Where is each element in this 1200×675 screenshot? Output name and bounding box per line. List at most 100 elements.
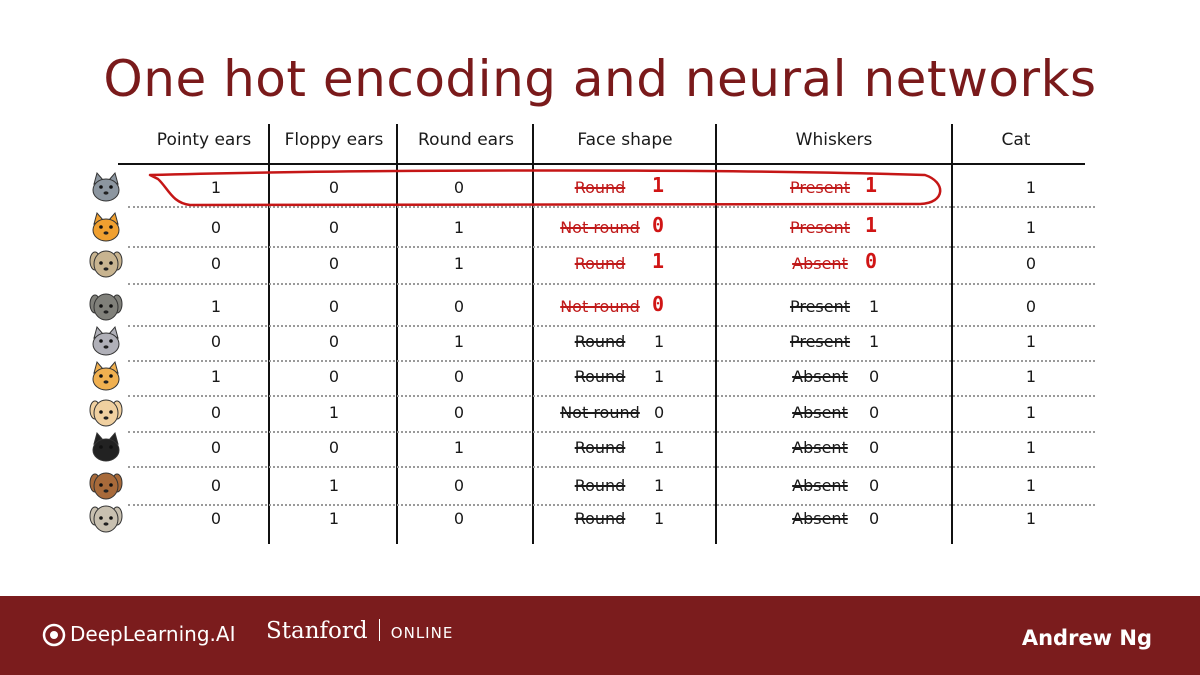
whiskers-encoding: 1 <box>869 332 880 351</box>
header-floppy-ears: Floppy ears <box>284 130 384 150</box>
pointy-ears-value: 1 <box>210 297 222 316</box>
whiskers-value: Present <box>789 297 851 316</box>
cat-label-value: 1 <box>1025 509 1037 528</box>
face-shape-encoding: 1 <box>652 249 665 273</box>
face-shape-value: Round <box>574 332 626 351</box>
column-divider <box>715 124 717 544</box>
deeplearning-logo: DeepLearning.AI <box>42 622 272 648</box>
cat-label-value: 1 <box>1025 178 1037 197</box>
whiskers-value: Absent <box>792 367 848 386</box>
footer-bar: DeepLearning.AI Stanford ONLINE Andrew N… <box>0 596 1200 675</box>
face-shape-encoding: 0 <box>654 403 665 422</box>
floppy-ears-value: 0 <box>328 367 340 386</box>
cat-label-value: 1 <box>1025 438 1037 457</box>
floppy-ears-value: 1 <box>328 476 340 495</box>
face-shape-value: Not round <box>560 218 640 237</box>
round-ears-value: 0 <box>453 178 465 197</box>
whiskers-encoding: 0 <box>869 403 880 422</box>
pointy-ears-value: 0 <box>210 403 222 422</box>
whiskers-encoding: 1 <box>865 173 878 197</box>
whiskers-value: Present <box>789 178 851 197</box>
column-divider <box>396 124 398 544</box>
cat-icon <box>92 325 120 356</box>
dog-icon <box>89 399 123 427</box>
face-shape-encoding: 0 <box>652 213 665 237</box>
cat-label-value: 1 <box>1025 476 1037 495</box>
floppy-ears-value: 0 <box>328 254 340 273</box>
cat-icon <box>92 431 120 462</box>
row-separator <box>128 283 1095 285</box>
whiskers-value: Absent <box>792 476 848 495</box>
face-shape-encoding: 1 <box>652 173 665 197</box>
deeplearning-logo-icon <box>42 623 66 647</box>
cat-label-value: 1 <box>1025 332 1037 351</box>
face-shape-value: Round <box>574 476 626 495</box>
floppy-ears-value: 1 <box>328 509 340 528</box>
face-shape-encoding: 1 <box>654 509 665 528</box>
round-ears-value: 0 <box>453 509 465 528</box>
pointy-ears-value: 0 <box>210 438 222 457</box>
header-whiskers: Whiskers <box>795 130 873 150</box>
row-separator <box>128 360 1095 362</box>
pointy-ears-value: 0 <box>210 332 222 351</box>
whiskers-value: Present <box>789 218 851 237</box>
whiskers-encoding: 0 <box>869 509 880 528</box>
face-shape-encoding: 1 <box>654 438 665 457</box>
pointy-ears-value: 0 <box>210 476 222 495</box>
whiskers-encoding: 0 <box>869 476 880 495</box>
pointy-ears-value: 0 <box>210 509 222 528</box>
face-shape-value: Not round <box>560 403 640 422</box>
header-cat: Cat <box>1001 130 1031 150</box>
stanford-online-logo: Stanford ONLINE <box>266 618 453 644</box>
cat-label-value: 1 <box>1025 218 1037 237</box>
face-shape-encoding: 1 <box>654 332 665 351</box>
cat-icon <box>92 171 120 202</box>
column-divider <box>951 124 953 544</box>
dog-icon <box>89 505 123 533</box>
row-separator <box>128 395 1095 397</box>
column-divider <box>532 124 534 544</box>
pointy-ears-value: 0 <box>210 254 222 273</box>
floppy-ears-value: 0 <box>328 178 340 197</box>
slide-title: One hot encoding and neural networks <box>103 50 1097 108</box>
row-separator <box>128 466 1095 468</box>
pointy-ears-value: 0 <box>210 218 222 237</box>
round-ears-value: 0 <box>453 297 465 316</box>
cat-icon <box>92 211 120 242</box>
row-separator <box>128 206 1095 208</box>
face-shape-value: Round <box>574 178 626 197</box>
floppy-ears-value: 0 <box>328 332 340 351</box>
round-ears-value: 1 <box>453 438 465 457</box>
stanford-label: Stanford <box>266 618 368 644</box>
round-ears-value: 0 <box>453 476 465 495</box>
dog-icon <box>89 250 123 278</box>
whiskers-encoding: 0 <box>869 367 880 386</box>
face-shape-value: Not round <box>560 297 640 316</box>
presenter-name: Andrew Ng <box>1021 626 1152 650</box>
dog-icon <box>89 472 123 500</box>
round-ears-value: 1 <box>453 332 465 351</box>
whiskers-encoding: 1 <box>865 213 878 237</box>
face-shape-value: Round <box>574 254 626 273</box>
row-separator <box>128 431 1095 433</box>
header-face-shape: Face shape <box>577 130 673 150</box>
row-separator <box>128 246 1095 248</box>
face-shape-encoding: 0 <box>652 292 665 316</box>
face-shape-value: Round <box>574 509 626 528</box>
floppy-ears-value: 0 <box>328 218 340 237</box>
face-shape-value: Round <box>574 367 626 386</box>
pointy-ears-value: 1 <box>210 367 222 386</box>
floppy-ears-value: 0 <box>328 438 340 457</box>
header-pointy-ears: Pointy ears <box>156 130 252 150</box>
face-shape-value: Round <box>574 438 626 457</box>
header-round-ears: Round ears <box>418 130 514 150</box>
whiskers-value: Absent <box>792 509 848 528</box>
header-rule <box>118 163 1085 165</box>
cat-label-value: 1 <box>1025 367 1037 386</box>
round-ears-value: 0 <box>453 367 465 386</box>
cat-label-value: 1 <box>1025 403 1037 422</box>
cat-icon <box>92 360 120 391</box>
whiskers-value: Present <box>789 332 851 351</box>
dog-icon <box>89 293 123 321</box>
whiskers-encoding: 1 <box>869 297 880 316</box>
